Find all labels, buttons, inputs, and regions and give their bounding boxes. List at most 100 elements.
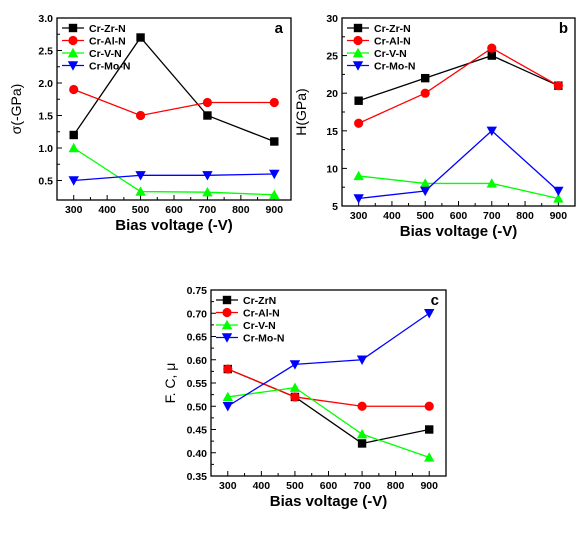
legend-entry: Cr-Mo-N	[89, 60, 130, 72]
y-tick-label: 0.55	[187, 378, 208, 390]
x-axis-label: Bias voltage (-V)	[115, 217, 233, 234]
x-tick-label: 800	[387, 480, 405, 492]
x-tick-label: 700	[483, 210, 501, 222]
y-tick-label: 20	[326, 88, 338, 100]
legend-entry: Cr-Mo-N	[243, 332, 284, 344]
series-line-Cr-V-N	[73, 147, 275, 196]
data-point	[553, 81, 563, 91]
legend-marker	[222, 307, 232, 318]
x-tick-label: 500	[416, 210, 434, 222]
legend-entry: Cr-Al-N	[89, 35, 126, 47]
legend-entry: Cr-V-N	[89, 48, 122, 60]
data-point	[424, 452, 435, 462]
data-point	[353, 194, 364, 204]
data-point	[425, 425, 434, 434]
x-tick-label: 300	[219, 480, 237, 492]
panel-letter: c	[431, 292, 439, 309]
series-line-Cr-Zr-N	[73, 36, 275, 143]
y-tick-label: 30	[326, 13, 338, 25]
data-point	[420, 186, 431, 197]
series-line-Cr-Zr-N	[358, 54, 559, 102]
y-tick-label: 3.0	[38, 13, 53, 25]
y-tick-label: 1.5	[38, 111, 53, 123]
x-tick-label: 400	[98, 204, 116, 216]
y-tick-label: 0.65	[187, 332, 208, 344]
data-point	[289, 382, 301, 392]
y-tick-label: 15	[326, 126, 338, 138]
y-tick-label: 0.40	[187, 448, 208, 460]
x-tick-label: 900	[266, 204, 284, 216]
x-tick-label: 700	[199, 204, 217, 216]
legend-entry: Cr-Zr-N	[89, 23, 126, 35]
x-tick-label: 300	[65, 204, 83, 216]
data-point	[487, 43, 497, 53]
data-point	[289, 360, 301, 370]
x-tick-label: 600	[450, 210, 468, 222]
legend-entry: Cr-V-N	[243, 320, 276, 332]
data-point	[354, 96, 363, 105]
series-line-Cr-Al-N	[358, 47, 559, 124]
data-point	[68, 142, 79, 153]
x-tick-label: 500	[132, 204, 150, 216]
x-tick-label: 700	[353, 480, 371, 492]
data-point	[354, 118, 364, 128]
data-point	[356, 355, 368, 365]
data-point	[202, 97, 213, 108]
data-point	[424, 401, 434, 411]
y-axis-label: F. C, μ	[162, 363, 178, 404]
data-point	[203, 111, 212, 120]
x-tick-label: 900	[420, 480, 438, 492]
data-point	[135, 186, 146, 196]
series-line-Cr-V-N	[227, 386, 430, 459]
data-point	[202, 171, 213, 181]
x-tick-label: 800	[232, 204, 250, 216]
data-point	[135, 171, 146, 181]
data-point	[420, 88, 430, 98]
data-point	[269, 169, 280, 180]
y-tick-label: 0.75	[187, 285, 208, 297]
chart-panel-b: 300 400 500 600 700 800 900 5 10 15 20 25 30 Bias vol…	[293, 13, 576, 240]
y-tick-label: 0.50	[187, 401, 208, 413]
data-point	[223, 364, 233, 374]
data-point	[357, 401, 367, 411]
data-point	[424, 309, 435, 319]
legend-marker	[352, 47, 364, 58]
legend-marker	[67, 61, 79, 71]
legend-entry: Cr-Mo-N	[374, 60, 415, 72]
x-tick-label: 400	[253, 480, 271, 492]
y-tick-label: 1.0	[38, 143, 53, 155]
legend-entry: Cr-V-N	[374, 48, 407, 60]
x-tick-label: 300	[350, 210, 368, 222]
legend-marker	[221, 333, 233, 343]
legend-marker	[67, 47, 79, 58]
x-tick-label: 800	[516, 210, 534, 222]
legend-marker	[353, 23, 363, 33]
data-point	[69, 130, 78, 140]
data-point	[68, 176, 79, 186]
series-line-Cr-Mo-N	[227, 312, 430, 407]
x-axis-label: Bias voltage (-V)	[270, 493, 388, 510]
x-tick-label: 400	[383, 210, 401, 222]
legend-entry: Cr-Al-N	[243, 307, 280, 319]
y-tick-label: 5	[332, 201, 338, 213]
legend-marker	[221, 319, 233, 330]
legend-marker	[352, 61, 364, 71]
data-point	[421, 73, 430, 83]
data-point	[270, 137, 279, 146]
x-tick-label: 600	[165, 204, 183, 216]
data-point	[353, 170, 364, 181]
legend-marker	[68, 23, 78, 33]
y-tick-label: 2.0	[38, 78, 53, 90]
data-point	[222, 402, 233, 412]
data-point	[202, 187, 213, 197]
x-tick-label: 500	[286, 480, 304, 492]
y-tick-label: 2.5	[38, 46, 53, 58]
series-line-Cr-Al-N	[227, 368, 430, 407]
data-point	[135, 110, 146, 121]
y-axis-label: σ(-GPa)	[8, 84, 24, 135]
data-point	[222, 391, 233, 402]
series-line-Cr-Mo-N	[358, 129, 559, 200]
y-tick-label: 10	[326, 163, 338, 175]
data-point	[356, 428, 368, 439]
